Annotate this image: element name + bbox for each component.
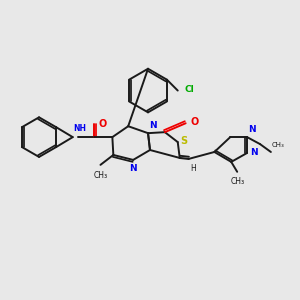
- Text: NH: NH: [74, 124, 87, 133]
- Text: Cl: Cl: [185, 85, 194, 94]
- Text: H: H: [190, 164, 196, 173]
- Text: N: N: [250, 148, 258, 158]
- Text: N: N: [129, 164, 137, 173]
- Text: O: O: [98, 119, 107, 129]
- Text: N: N: [248, 125, 256, 134]
- Text: O: O: [190, 117, 199, 127]
- Text: CH₃: CH₃: [93, 171, 107, 180]
- Text: S: S: [181, 136, 188, 146]
- Text: N: N: [149, 121, 157, 130]
- Text: CH₃: CH₃: [272, 142, 285, 148]
- Text: CH₃: CH₃: [231, 177, 245, 186]
